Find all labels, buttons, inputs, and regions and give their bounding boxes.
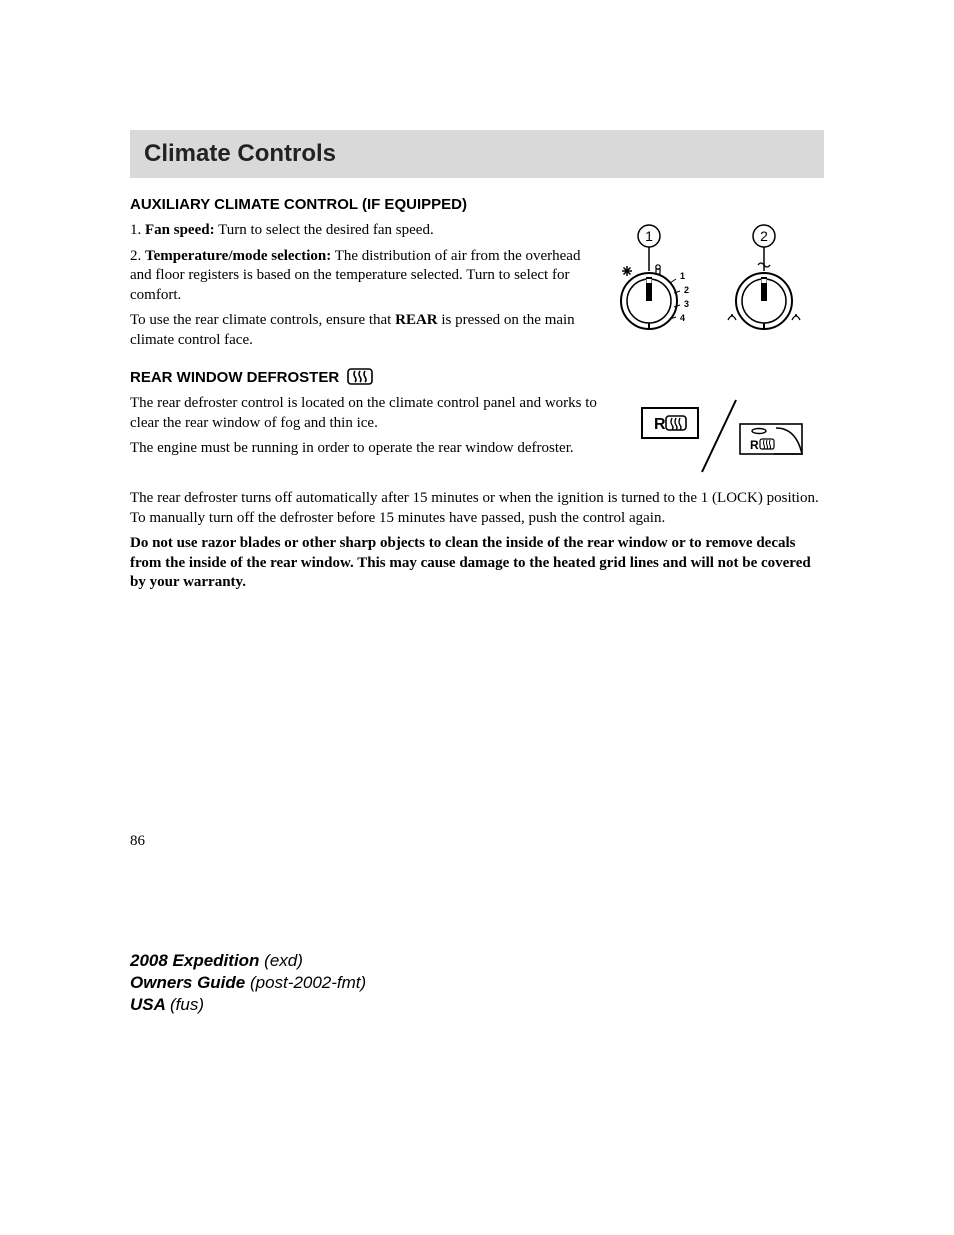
defrost-button-label: R xyxy=(654,416,666,433)
footer-line-3: USA (fus) xyxy=(130,994,824,1016)
footer-l3-bold: USA xyxy=(130,995,170,1014)
aux-climate-heading: AUXILIARY CLIMATE CONTROL (IF EQUIPPED) xyxy=(130,196,824,213)
rear-defroster-heading: REAR WINDOW DEFROSTER xyxy=(130,368,824,386)
dial-mark-1: 1 xyxy=(680,271,685,281)
section2-body: R R xyxy=(130,394,824,489)
aux-climate-figure: 1 2 xyxy=(614,221,824,346)
section1-body: 1 2 xyxy=(130,221,824,356)
footer: 2008 Expedition (exd) Owners Guide (post… xyxy=(130,950,824,1016)
callout-1: 1 xyxy=(645,228,653,244)
footer-l2-it: (post-2002-fmt) xyxy=(250,973,366,992)
aux-dials-svg: 1 2 xyxy=(614,221,824,341)
dial-mark-4: 4 xyxy=(680,313,685,323)
dial-mark-2: 2 xyxy=(684,285,689,295)
cool-side-icon xyxy=(728,314,736,320)
footer-l3-it: (fus) xyxy=(170,995,204,1014)
defrost-warning: Do not use razor blades or other sharp o… xyxy=(130,534,824,593)
footer-l1-bold: 2008 Expedition xyxy=(130,951,264,970)
rear-defroster-figure: R R xyxy=(624,394,824,489)
warm-side-icon xyxy=(792,314,800,320)
p3a: To use the rear climate controls, ensure… xyxy=(130,312,395,328)
temp-mode-dial xyxy=(728,263,800,329)
p3-bold: REAR xyxy=(395,312,438,328)
item1-label: Fan speed: xyxy=(145,222,215,238)
defrost-p3: The rear defroster turns off automatical… xyxy=(130,489,824,528)
callout-2: 2 xyxy=(760,228,768,244)
footer-l1-it: (exd) xyxy=(264,951,303,970)
defroster-controls-svg: R R xyxy=(624,394,824,484)
defrost-icon xyxy=(347,368,373,385)
item2-label: Temperature/mode selection: xyxy=(145,248,331,264)
snowflake-icon xyxy=(622,266,632,276)
section-header-band: Climate Controls xyxy=(130,130,824,178)
footer-l2-bold: Owners Guide xyxy=(130,973,250,992)
defrost-switch-label: R xyxy=(750,438,759,452)
dial-mark-3: 3 xyxy=(684,299,689,309)
page-number: 86 xyxy=(130,833,824,850)
defrost-glyph-icon xyxy=(666,416,686,430)
footer-line-1: 2008 Expedition (exd) xyxy=(130,950,824,972)
person-icon xyxy=(656,265,660,274)
page: Climate Controls AUXILIARY CLIMATE CONTR… xyxy=(0,0,954,1056)
item2-num: 2. xyxy=(130,248,145,264)
page-title: Climate Controls xyxy=(144,140,336,167)
rear-defroster-heading-text: REAR WINDOW DEFROSTER xyxy=(130,369,339,386)
defrost-glyph-small-icon xyxy=(760,439,774,449)
footer-line-2: Owners Guide (post-2002-fmt) xyxy=(130,972,824,994)
item1-num: 1. xyxy=(130,222,145,238)
item1-text: Turn to select the desired fan speed. xyxy=(215,222,434,238)
fan-speed-dial: 1 2 3 4 xyxy=(621,265,689,329)
